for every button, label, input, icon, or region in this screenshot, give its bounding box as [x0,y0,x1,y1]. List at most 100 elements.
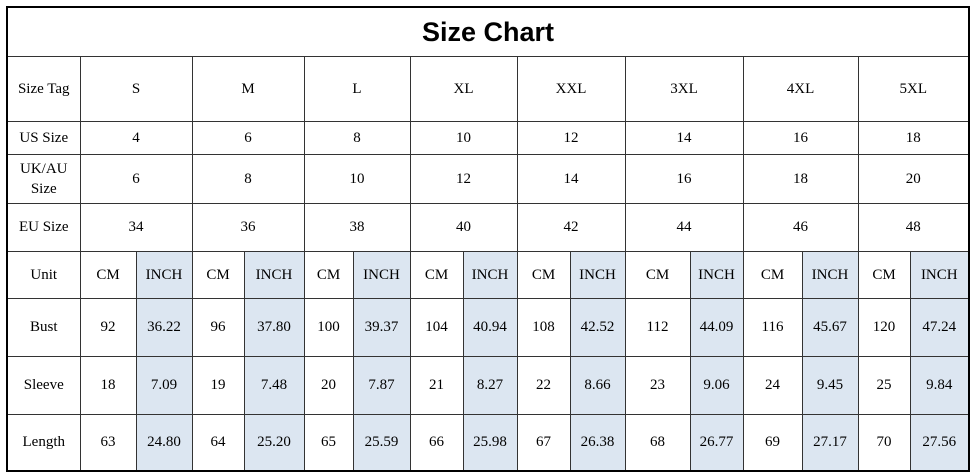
table-cell: 18 [857,120,970,155]
table-cell: 70 [857,413,911,472]
table-cell: L [303,55,411,122]
table-cell: 4XL [742,55,859,122]
table-cell: 24.80 [135,413,193,472]
table-cell: 42 [516,202,626,252]
table-cell: 42.52 [569,297,626,357]
table-cell: 18 [79,355,137,415]
table-cell: 27.56 [909,413,970,472]
table-cell: 20 [857,153,970,204]
table-cell: CM [191,250,245,299]
table-cell: CM [624,250,691,299]
table-cell: 24 [742,355,803,415]
table-cell: 44.09 [689,297,744,357]
table-cell: 63 [79,413,137,472]
table-cell: 16 [742,120,859,155]
table-cell: 23 [624,355,691,415]
table-cell: 40 [409,202,518,252]
table-row: Length 63 24.80 64 25.20 65 25.59 66 25.98 67 26.3… [6,413,970,472]
table-cell: 9.84 [909,355,970,415]
table-cell: 20 [303,355,354,415]
row-label: Unit [6,250,81,299]
table-cell: 25.59 [352,413,411,472]
table-cell: 8 [191,153,305,204]
table-cell: 7.48 [243,355,305,415]
table-cell: INCH [462,250,518,299]
table-cell: 6 [79,153,193,204]
table-cell: 14 [516,153,626,204]
table-row: Size Tag S M L XL XXL 3XL 4XL 5XL [6,55,970,122]
table-cell: INCH [135,250,193,299]
table-cell: CM [516,250,571,299]
table-cell: 9.45 [801,355,859,415]
table-cell: 96 [191,297,245,357]
table-cell: 9.06 [689,355,744,415]
table-cell: 8 [303,120,411,155]
table-cell: 68 [624,413,691,472]
table-cell: INCH [243,250,305,299]
table-cell: 48 [857,202,970,252]
table-cell: 65 [303,413,354,472]
table-cell: 16 [624,153,744,204]
table-cell: 6 [191,120,305,155]
table-cell: 21 [409,355,464,415]
table-cell: XL [409,55,518,122]
table-cell: 5XL [857,55,970,122]
table-cell: INCH [689,250,744,299]
row-label: EU Size [6,202,81,252]
table-cell: 14 [624,120,744,155]
table-cell: XXL [516,55,626,122]
table-cell: 10 [303,153,411,204]
table-cell: 92 [79,297,137,357]
table-cell: 25.20 [243,413,305,472]
table-cell: 112 [624,297,691,357]
table-cell: 26.77 [689,413,744,472]
table-cell: S [79,55,193,122]
table-row: Bust 92 36.22 96 37.80 100 39.37 104 40.94 108 42.… [6,297,970,357]
table-row: Sleeve 18 7.09 19 7.48 20 7.87 21 8.27 22 8.66 23 9.… [6,355,970,415]
table-row: EU Size 34 36 38 40 42 44 46 48 [6,202,970,252]
table-cell: 120 [857,297,911,357]
table-cell: 64 [191,413,245,472]
table-cell: 38 [303,202,411,252]
table-cell: 12 [409,153,518,204]
table-cell: INCH [801,250,859,299]
table-cell: 37.80 [243,297,305,357]
table-row: UK/AU Size 6 8 10 12 14 16 18 20 [6,153,970,204]
table-row: US Size 4 6 8 10 12 14 16 18 [6,120,970,155]
table-cell: 100 [303,297,354,357]
table-cell: 27.17 [801,413,859,472]
table-cell: INCH [569,250,626,299]
table-title: Size Chart [6,6,970,57]
row-label: Bust [6,297,81,357]
table-cell: 66 [409,413,464,472]
table-cell: 36 [191,202,305,252]
row-label: Sleeve [6,355,81,415]
table-cell: 22 [516,355,571,415]
table-cell: 40.94 [462,297,518,357]
table-cell: 45.67 [801,297,859,357]
table-cell: 26.38 [569,413,626,472]
table-cell: 67 [516,413,571,472]
table-cell: 7.87 [352,355,411,415]
table-cell: 25.98 [462,413,518,472]
table-cell: CM [79,250,137,299]
table-cell: 104 [409,297,464,357]
title-row: Size Chart [6,6,970,57]
table-cell: CM [742,250,803,299]
table-cell: INCH [352,250,411,299]
row-label: Size Tag [6,55,81,122]
row-label: US Size [6,120,81,155]
table-cell: 4 [79,120,193,155]
table-row: Unit CM INCH CM INCH CM INCH CM INCH CM INCH CM INCH… [6,250,970,299]
table-cell: 47.24 [909,297,970,357]
table-cell: 34 [79,202,193,252]
table-cell: 7.09 [135,355,193,415]
table-cell: 10 [409,120,518,155]
table-cell: 8.66 [569,355,626,415]
table-cell: CM [409,250,464,299]
table-cell: 3XL [624,55,744,122]
table-cell: 108 [516,297,571,357]
table-cell: 36.22 [135,297,193,357]
table-cell: M [191,55,305,122]
